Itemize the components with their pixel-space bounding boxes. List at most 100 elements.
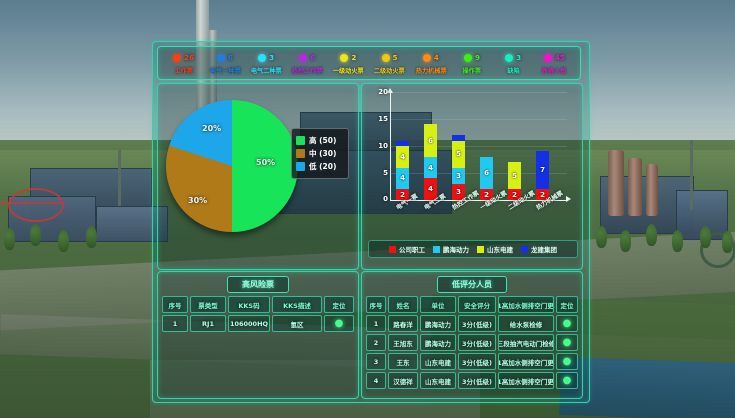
table-header-row: 序号 姓名 单位 安全评分 #1高加水侧排空门更换 定位 <box>366 296 578 313</box>
table-row[interactable]: 2 王旭东 鹏海动力 3分(低级) 三段抽汽电动门检修 ● <box>366 334 578 351</box>
bar-segment: 4 <box>424 178 437 200</box>
stat-item-rekong-gongzuopiao[interactable]: 6 热控工作票 <box>287 52 328 75</box>
legend-item-company-staff[interactable]: 公司职工 <box>389 244 425 254</box>
table-row[interactable]: 1 路春洋 鹏海动力 3分(低级) 给水泵检修 ● <box>366 315 578 332</box>
panel-title: 高风险票 <box>227 276 289 293</box>
table-row[interactable]: 1 RJ1 106000HQ 氢区 ● <box>162 315 354 332</box>
panel-title: 低评分人员 <box>437 276 507 293</box>
dashboard-overlay: 26 工作票 6 电气一种票 3 电气二种票 6 热控工作票 <box>152 41 590 403</box>
map-pin-icon[interactable]: ● <box>562 337 572 348</box>
cell-unit: 山东电建 <box>420 372 456 389</box>
cell-locate[interactable]: ● <box>556 353 578 370</box>
bar-segment: 4 <box>396 167 409 190</box>
stat-label: 电气一种票 <box>209 66 241 75</box>
stat-item-quexian[interactable]: 3 缺陷 <box>493 52 534 75</box>
cell-name: 王旭东 <box>388 334 418 351</box>
stat-value: 3 <box>516 53 522 62</box>
gridline <box>391 173 567 174</box>
pie-label-medium: 30% <box>188 196 208 205</box>
cell-index: 3 <box>366 353 386 370</box>
col-header-kks-code: KKS码 <box>228 296 270 313</box>
cell-locate[interactable]: ● <box>556 334 578 351</box>
bar-segment: 6 <box>424 124 437 157</box>
x-axis-arrow-icon <box>566 196 571 202</box>
y-tick-10: 10 <box>378 142 388 150</box>
col-header-locate: 定位 <box>556 296 578 313</box>
y-tick-0: 0 <box>383 195 388 203</box>
bar-segment: 3 <box>452 167 465 184</box>
col-header-work-task: #1高加水侧排空门更换 <box>498 296 554 313</box>
legend-item-high[interactable]: 高 (50) <box>296 135 344 146</box>
y-axis-arrow-icon <box>387 88 393 93</box>
stat-item-dianqi-yizhongpiao[interactable]: 6 电气一种票 <box>204 52 245 75</box>
stat-item-erji-donghuopiao[interactable]: 5 二级动火票 <box>369 52 410 75</box>
gridline <box>391 92 567 93</box>
transmission-tower-2 <box>690 140 693 210</box>
stat-label: 一级动火票 <box>332 66 364 75</box>
stat-item-waixie-renyuan[interactable]: 45 外协人员 <box>534 52 575 75</box>
stat-top: 3 <box>505 52 521 65</box>
col-header-index: 序号 <box>366 296 386 313</box>
stat-top: 3 <box>258 52 274 65</box>
stat-item-dianqi-erzhongpiao[interactable]: 3 电气二种票 <box>245 52 286 75</box>
pie-label-low: 20% <box>202 124 222 133</box>
status-dot-icon <box>505 54 514 63</box>
bar-segment <box>396 140 409 147</box>
bar-legend: 公司职工 鹏海动力 山东电建 龙建集团 <box>368 240 578 258</box>
cell-locate[interactable]: ● <box>556 372 578 389</box>
map-pin-icon[interactable]: ● <box>562 375 572 386</box>
col-header-ticket-type: 票类型 <box>190 296 226 313</box>
chimney-stack-2 <box>209 30 217 170</box>
silo-2 <box>628 158 642 216</box>
cell-work-task: #1高加水侧排空门更换 <box>498 372 554 389</box>
stat-top: 6 <box>299 52 315 65</box>
status-dot-icon <box>173 54 182 63</box>
status-dot-icon <box>216 54 225 63</box>
map-pin-icon[interactable]: ● <box>562 318 572 329</box>
stat-top: 9 <box>464 52 480 65</box>
charts-row: 50% 30% 20% 高 (50) 中 (30) 低 (20) <box>157 83 583 270</box>
legend-item-shandong[interactable]: 山东电建 <box>477 244 513 254</box>
cell-unit: 鹏海动力 <box>420 334 456 351</box>
legend-label: 公司职工 <box>399 246 425 254</box>
legend-item-low[interactable]: 低 (20) <box>296 161 344 172</box>
building-left-3 <box>96 206 168 242</box>
cell-name: 路春洋 <box>388 315 418 332</box>
table-row[interactable]: 4 汉德祥 山东电建 3分(低级) #1高加水侧排空门更换 ● <box>366 372 578 389</box>
stat-value: 5 <box>392 53 398 62</box>
cell-locate[interactable]: ● <box>556 315 578 332</box>
bar-segment: 5 <box>452 140 465 168</box>
stat-item-reli-jixiepiao[interactable]: 4 热力机械票 <box>410 52 451 75</box>
gridline <box>391 146 567 147</box>
cell-locate[interactable]: ● <box>324 315 354 332</box>
legend-item-medium[interactable]: 中 (30) <box>296 148 344 159</box>
stat-top: 2 <box>340 52 356 65</box>
stat-item-caozuopiao[interactable]: 9 操作票 <box>451 52 492 75</box>
bar-segment: 2 <box>396 189 409 200</box>
table-row[interactable]: 3 王东 山东电建 3分(低级) #1高加水侧排空门更换 ● <box>366 353 578 370</box>
map-pin-icon[interactable]: ● <box>562 356 572 367</box>
legend-item-longjian[interactable]: 龙建集团 <box>521 244 557 254</box>
stat-label: 操作票 <box>462 66 482 75</box>
col-header-name: 姓名 <box>388 296 418 313</box>
bar-segment: 4 <box>396 146 409 168</box>
pie-chart[interactable]: 50% 30% 20% <box>166 92 306 242</box>
pie-slices <box>166 100 298 232</box>
stat-item-gongzuopiao[interactable]: 26 工作票 <box>163 52 204 75</box>
cell-kks-desc: 氢区 <box>272 315 322 332</box>
transmission-tower-1 <box>118 150 121 206</box>
legend-item-penghai[interactable]: 鹏海动力 <box>433 244 469 254</box>
stat-label: 电气二种票 <box>250 66 282 75</box>
legend-label: 鹏海动力 <box>443 246 469 254</box>
gridline <box>391 119 567 120</box>
map-pin-icon[interactable]: ● <box>334 318 344 329</box>
stat-item-yiji-donghuopiao[interactable]: 2 一级动火票 <box>328 52 369 75</box>
